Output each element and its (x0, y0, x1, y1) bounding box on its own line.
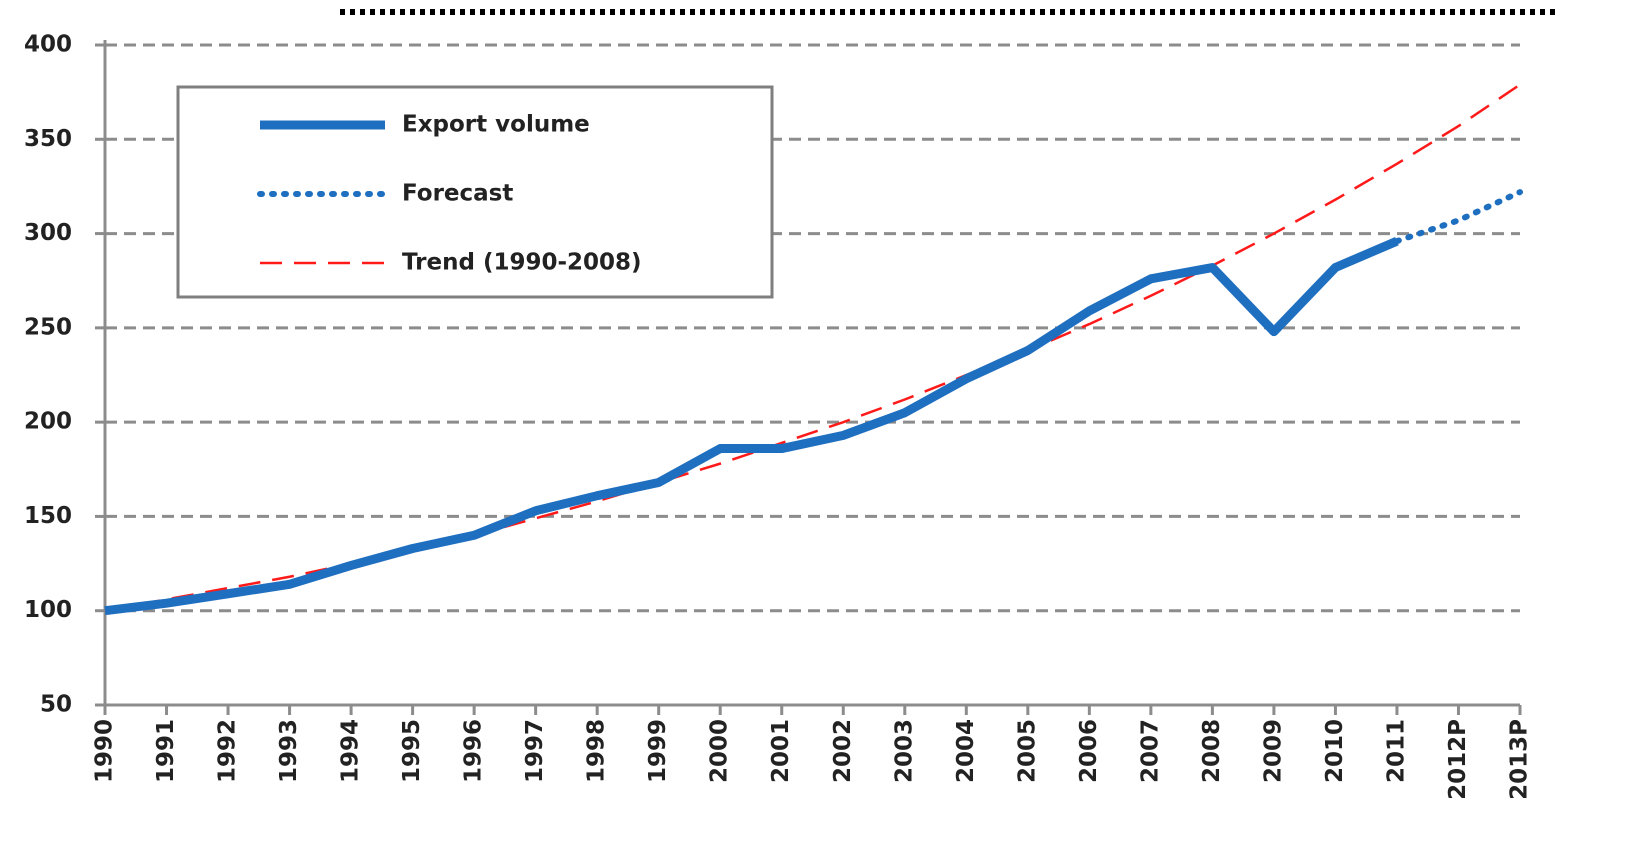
x-tick-label: 1994 (338, 719, 364, 783)
y-tick-label: 350 (24, 126, 72, 152)
x-tick-label: 1990 (92, 719, 118, 783)
y-tick-label: 100 (24, 597, 72, 623)
x-tick-label: 2006 (1076, 719, 1102, 783)
x-tick-label: 2000 (707, 719, 733, 783)
x-tick-label: 1993 (276, 719, 302, 783)
y-tick-label: 50 (40, 692, 72, 718)
x-tick-label: 2011 (1383, 719, 1409, 783)
x-tick-label: 1996 (461, 719, 487, 783)
x-tick-label: 2003 (891, 719, 917, 783)
legend-label: Trend (1990-2008) (402, 250, 642, 276)
y-tick-label: 200 (24, 409, 72, 435)
series-line (104, 236, 1399, 616)
x-tick-label: 1995 (399, 719, 425, 783)
y-tick-label: 300 (24, 220, 72, 246)
series-line (1393, 189, 1523, 245)
x-tick-label: 1992 (215, 719, 241, 783)
x-tick-label: 2005 (1014, 719, 1040, 783)
x-tick-label: 2001 (768, 719, 794, 783)
y-tick-label: 400 (24, 32, 72, 58)
x-tick-label: 1991 (153, 719, 179, 783)
x-tick-label: 2013P (1507, 719, 1533, 800)
x-tick-label: 2008 (1199, 719, 1225, 783)
legend-label: Export volume (402, 112, 590, 138)
x-tick-label: 2012P (1445, 719, 1471, 800)
y-tick-label: 150 (24, 503, 72, 529)
legend-label: Forecast (402, 181, 513, 207)
x-tick-label: 1997 (522, 719, 548, 783)
y-tick-label: 250 (24, 314, 72, 340)
x-tick-label: 2004 (953, 719, 979, 783)
x-tick-label: 1999 (645, 719, 671, 783)
x-tick-label: 2002 (830, 719, 856, 783)
x-tick-label: 2009 (1260, 719, 1286, 783)
x-tick-label: 1998 (584, 719, 610, 783)
x-tick-label: 2010 (1322, 719, 1348, 783)
x-tick-label: 2007 (1137, 719, 1163, 783)
